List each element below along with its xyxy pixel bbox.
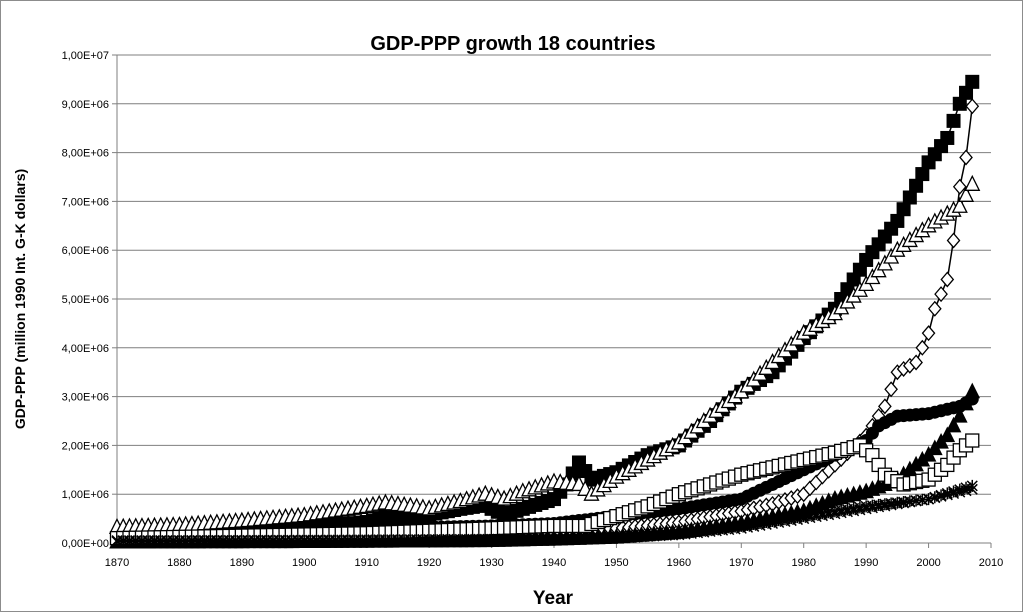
data-point [939,426,956,443]
x-tick-label: 2010 [979,557,1003,569]
data-point [952,178,967,195]
x-axis-title: Year [533,588,574,609]
data-point [934,286,948,303]
data-point [927,300,942,317]
data-point [951,196,968,213]
y-tick-label: 8,00E+06 [62,148,109,160]
data-point [965,433,980,448]
data-point [957,185,975,202]
series-filled-square [110,74,980,546]
data-point [940,271,955,288]
y-tick-label: 7,00E+06 [62,196,109,208]
x-tick-label: 1980 [791,557,815,569]
y-tick-label: 9,00E+06 [62,99,109,111]
x-tick-label: 1920 [417,557,441,569]
x-tick-label: 1910 [354,557,378,569]
x-tick-label: 1890 [230,557,254,569]
data-point [946,232,961,249]
y-tick-label: 5,00E+06 [62,294,109,306]
x-tick-label: 1970 [729,557,753,569]
data-point [878,398,892,415]
data-point [921,325,936,342]
data-point [909,178,924,193]
series-line [116,183,973,529]
x-tick-label: 1870 [105,557,129,569]
data-point [946,113,961,128]
x-tick-label: 1990 [854,557,878,569]
chart-title: GDP-PPP growth 18 countries [370,33,655,55]
data-point [915,167,930,182]
data-point [966,483,978,495]
data-point [965,392,979,406]
x-tick-label: 1940 [542,557,566,569]
x-tick-label: 1960 [667,557,691,569]
x-tick-label: 1930 [479,557,503,569]
y-tick-label: 1,00E+07 [62,50,109,62]
data-point [915,339,930,356]
data-point [909,354,923,371]
x-tick-label: 1880 [167,557,191,569]
tick-labels: 0,00E+00 1,00E+06 2,00E+06 3,00E+06 4,00E+06… [62,50,1004,569]
data-point [890,213,905,228]
y-tick-label: 3,00E+06 [62,392,109,404]
data-point [964,174,981,191]
data-point [951,407,968,423]
y-tick-label: 4,00E+06 [62,343,109,355]
series-open-diamond [110,98,980,547]
data-point [965,74,980,89]
data-point [940,130,955,145]
data-point [896,202,911,217]
y-axis-title: GDP-PPP (million 1990 Int. G-K dollars) [12,169,28,429]
y-tick-label: 2,00E+06 [62,440,109,452]
data-point [884,381,898,398]
x-tick-label: 1900 [292,557,316,569]
y-tick-label: 6,00E+06 [62,245,109,257]
series-line [117,106,974,539]
y-tick-label: 1,00E+06 [62,489,109,501]
data-point [902,190,917,205]
series-cross [111,483,978,547]
series-group [108,74,981,549]
data-point [959,149,973,166]
y-tick-label: 0,00E+00 [62,538,109,550]
x-tick-label: 1950 [604,557,628,569]
series-open-triangle [108,174,981,535]
data-point [945,416,962,433]
data-point [965,98,980,115]
x-tick-label: 2000 [916,557,940,569]
